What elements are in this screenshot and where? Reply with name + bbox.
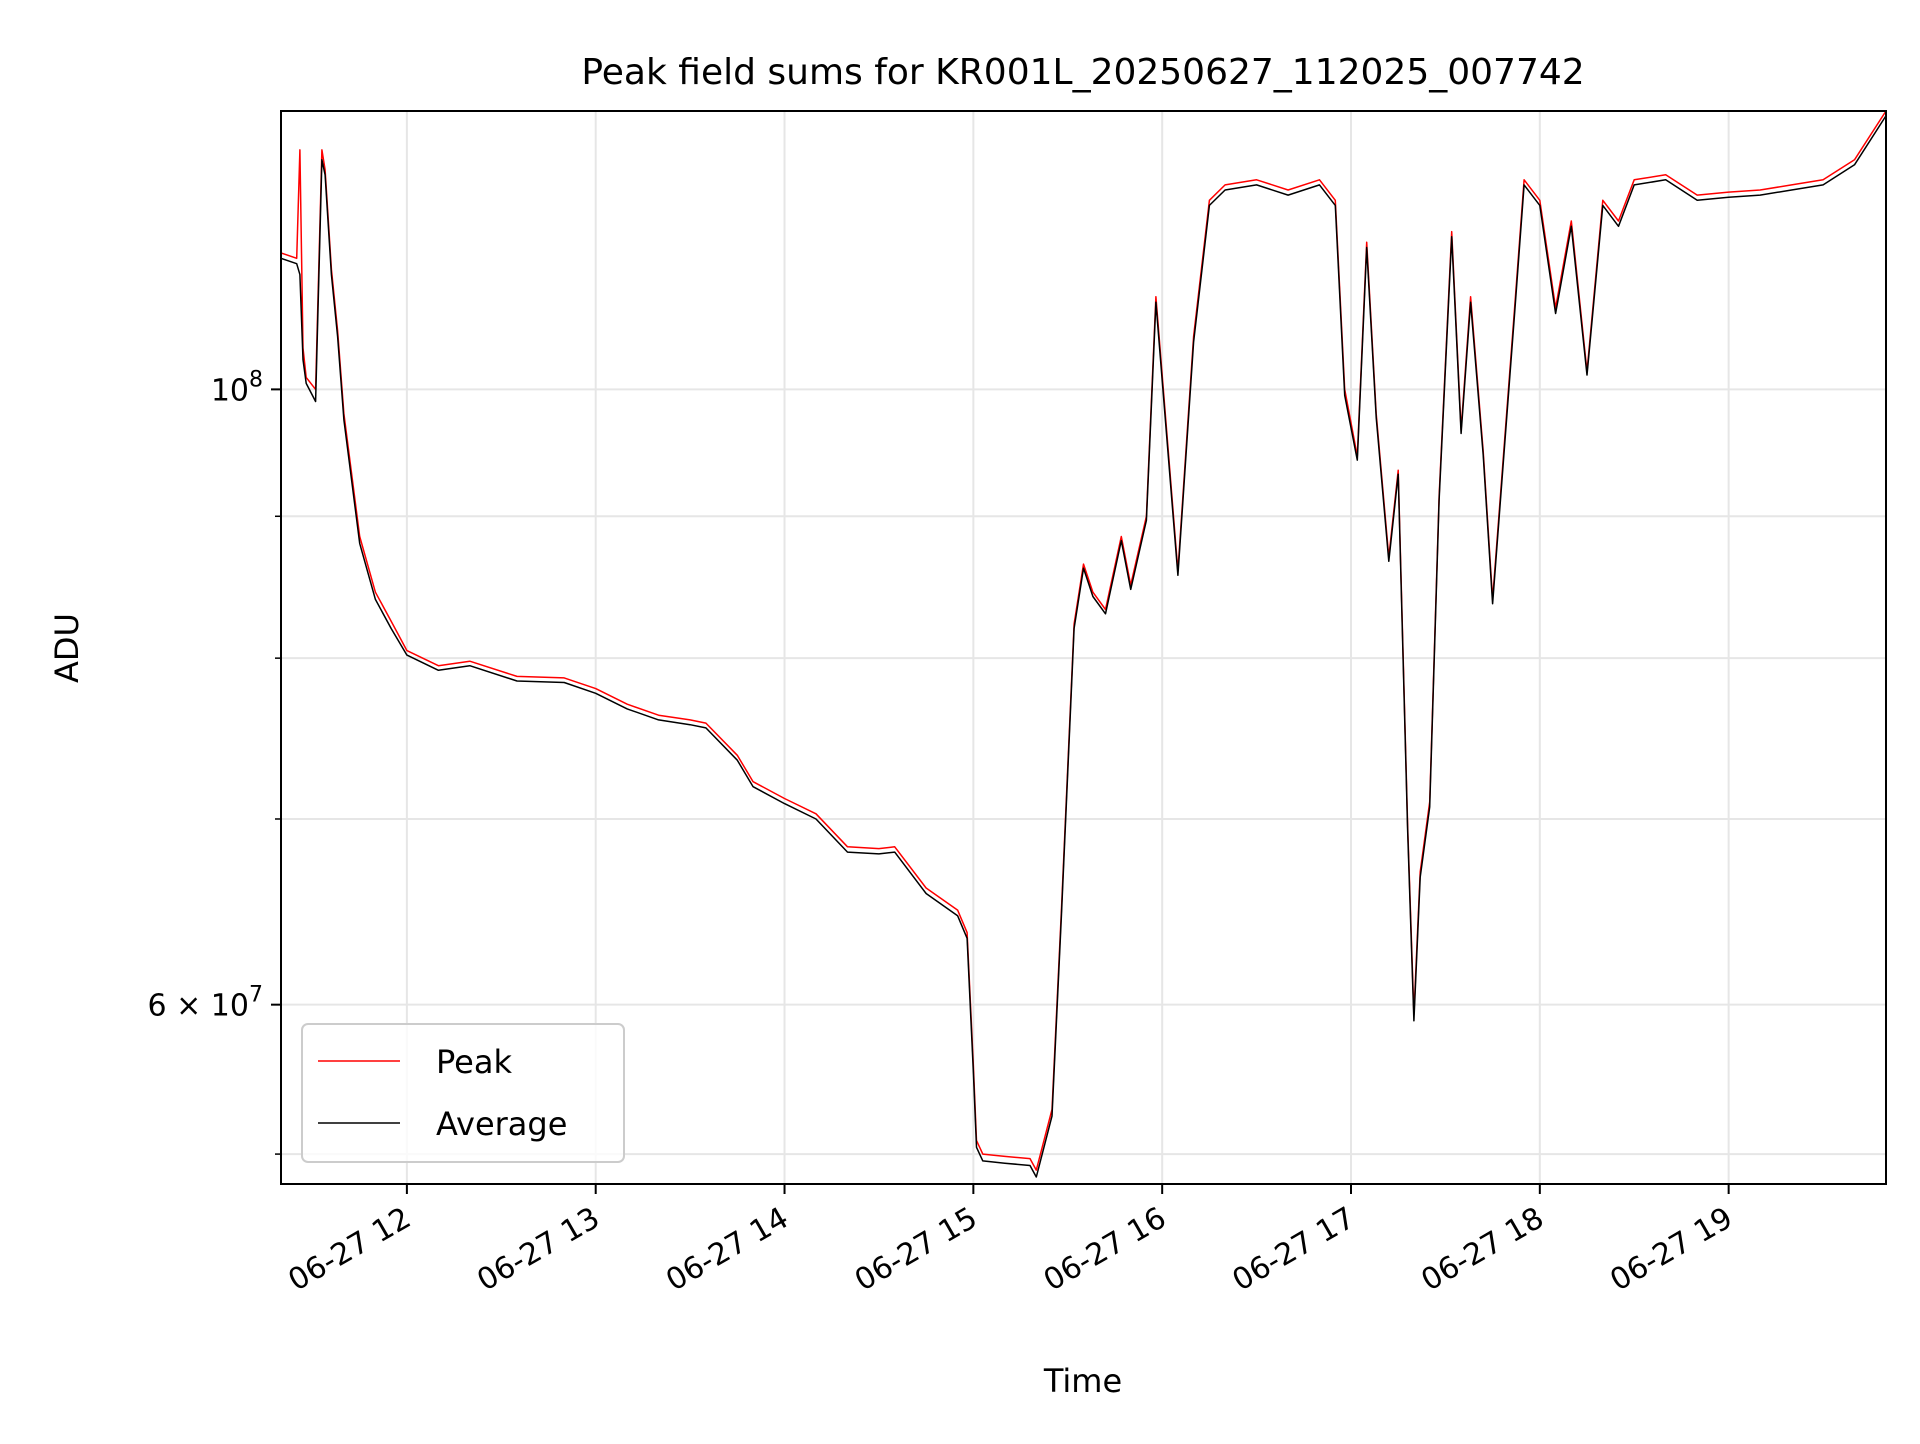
y-tick-label-base: 6 × 10 — [148, 989, 249, 1024]
legend-box — [301, 1023, 625, 1163]
legend: Peak Average — [301, 1023, 625, 1163]
grid-layer — [281, 111, 1886, 1184]
y-axis-label: ADU — [48, 613, 86, 683]
plot-frame — [280, 110, 1887, 1185]
y-tick-label-base: 10 — [211, 373, 249, 408]
legend-label-peak: Peak — [436, 1043, 512, 1081]
y-tick-label: 6 × 107 — [148, 983, 263, 1024]
x-axis-label: Time — [1043, 1362, 1122, 1400]
plot-layer — [281, 111, 1886, 1178]
y-tick-label: 108 — [211, 367, 263, 408]
chart-title: Peak field sums for KR001L_20250627_1120… — [581, 52, 1584, 93]
legend-label-average: Average — [436, 1105, 567, 1143]
y-tick-label-exponent: 8 — [249, 367, 263, 392]
y-tick-label-exponent: 7 — [249, 983, 263, 1008]
series-line-peak — [281, 111, 1886, 1171]
series-line-average — [281, 115, 1886, 1178]
